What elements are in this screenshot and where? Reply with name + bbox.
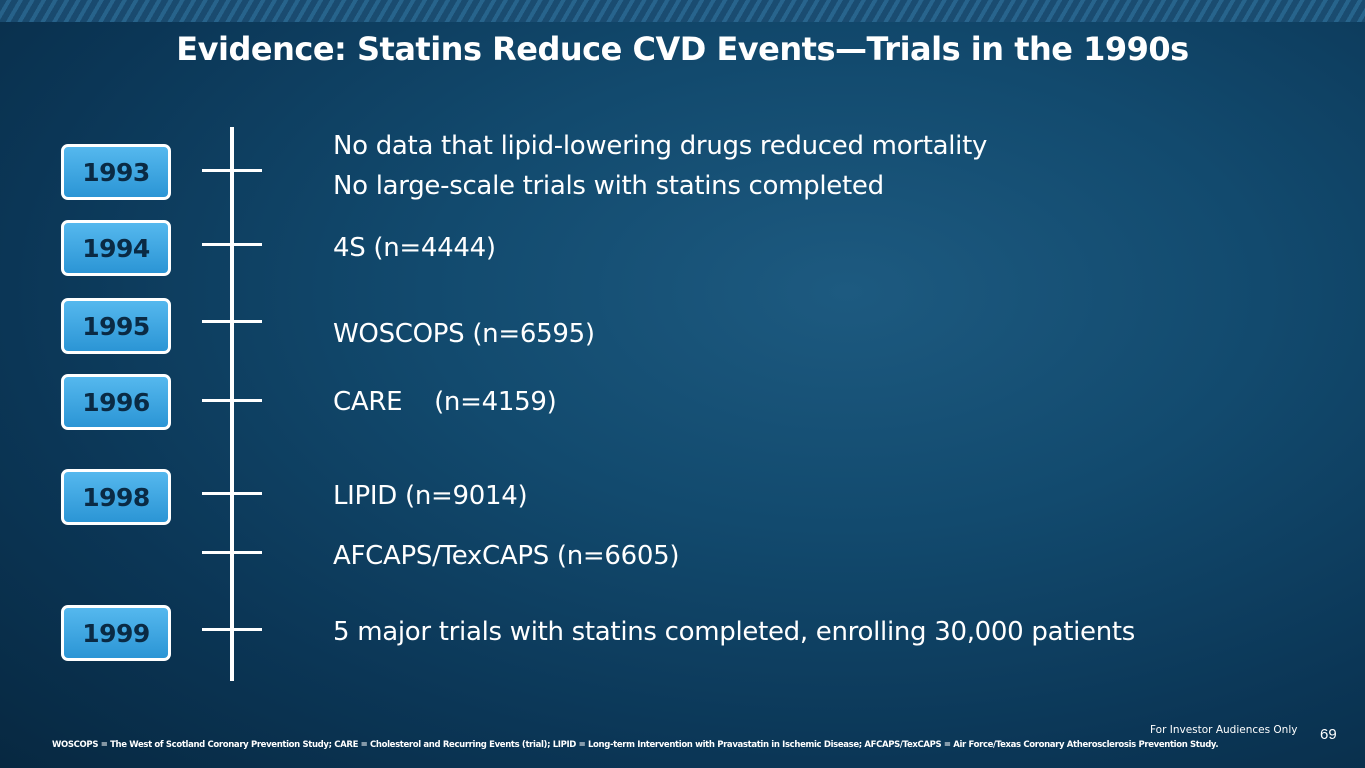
entry-1994-4s: 4S (n=4444): [333, 233, 496, 263]
year-badge-1999: 1999: [61, 605, 171, 661]
year-badge-1998: 1998: [61, 469, 171, 525]
entry-1993-line2: No large-scale trials with statins compl…: [333, 171, 884, 201]
entry-1998-lipid: LIPID (n=9014): [333, 481, 528, 511]
timeline-tick-1995: [202, 320, 262, 323]
entry-1999-summary: 5 major trials with statins completed, e…: [333, 617, 1136, 647]
timeline-tick-1999: [202, 628, 262, 631]
page-number: 69: [1320, 726, 1337, 743]
abbreviations-footnote: WOSCOPS = The West of Scotland Coronary …: [52, 740, 1219, 750]
timeline-tick-afcaps: [202, 551, 262, 554]
timeline-tick-1993: [202, 169, 262, 172]
entry-1995-woscops: WOSCOPS (n=6595): [333, 319, 595, 349]
slide-title: Evidence: Statins Reduce CVD Events—Tria…: [176, 30, 1189, 68]
investor-disclaimer: For Investor Audiences Only: [1150, 724, 1298, 736]
entry-1993-line1: No data that lipid-lowering drugs reduce…: [333, 131, 988, 161]
timeline-tick-1994: [202, 243, 262, 246]
year-badge-1994: 1994: [61, 220, 171, 276]
year-badge-1996: 1996: [61, 374, 171, 430]
entry-1996-care: CARE (n=4159): [333, 387, 557, 417]
year-badge-1993: 1993: [61, 144, 171, 200]
timeline-tick-1998: [202, 492, 262, 495]
decorative-header-band: [0, 0, 1365, 22]
timeline-axis: [230, 127, 234, 681]
entry-afcaps-texcaps: AFCAPS/TexCAPS (n=6605): [333, 541, 680, 571]
timeline-tick-1996: [202, 399, 262, 402]
year-badge-1995: 1995: [61, 298, 171, 354]
